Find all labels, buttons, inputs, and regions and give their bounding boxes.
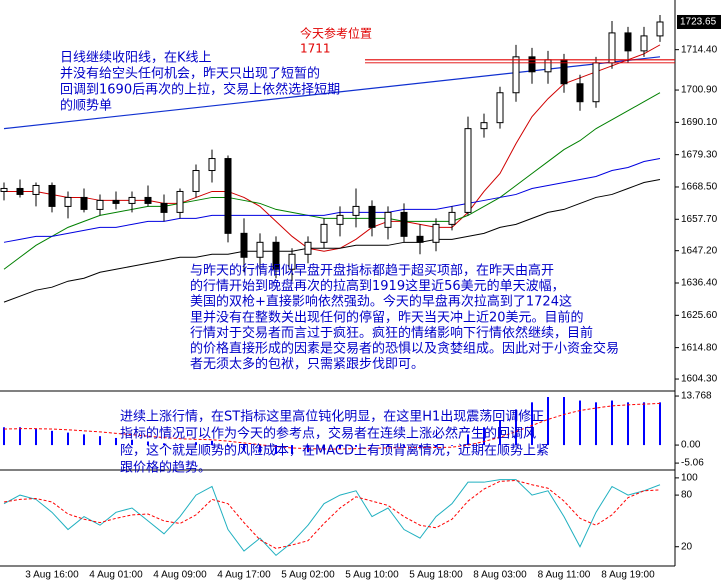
x-tick-label: 5 Aug 10:00 [345, 570, 399, 581]
candle-body [48, 184, 56, 207]
annotation: 的顺势单 [60, 98, 112, 114]
candle-body [608, 32, 616, 64]
candle-body [560, 59, 568, 85]
candle-body [640, 35, 648, 52]
candle-body [320, 223, 328, 243]
candle-body [416, 235, 424, 243]
annotation: 日线继续收阳线，在K线上 [60, 51, 212, 66]
y-tick-label: 1636.40 [681, 278, 718, 289]
signal-line [3, 402, 661, 450]
moving-average [3, 158, 661, 243]
candle-body [208, 158, 216, 172]
candle-body [160, 202, 168, 213]
candle-body [224, 158, 232, 234]
x-tick-label: 3 Aug 16:00 [25, 570, 79, 581]
candle-body [192, 170, 200, 192]
candle-body [384, 211, 392, 228]
candle-body [544, 59, 552, 73]
candle-body [128, 196, 136, 204]
annotation: 行情对于交易者而言过于疯狂。疯狂的情绪影响下行情依然继续，目前 [190, 325, 593, 341]
candle-body [0, 187, 8, 192]
candle-body [496, 92, 504, 124]
candle-body [352, 205, 360, 216]
candle-body [112, 199, 120, 204]
y-tick-label: 20 [681, 541, 693, 552]
candle-body [464, 128, 472, 213]
annotation: 回调到1690后再次的上拉，交易上依然选择短期 [60, 82, 340, 98]
y-tick-label: 1625.60 [681, 310, 718, 321]
current-price-box [677, 14, 721, 29]
x-tick-label: 8 Aug 11:00 [538, 570, 591, 581]
x-tick-label: 8 Aug 03:00 [473, 570, 527, 581]
annotation: 美国的双枪+直接影响依然强劲。今天的早盘再次拉高到了1724这 [190, 294, 572, 310]
candle-body [96, 199, 104, 210]
x-tick-label: 5 Aug 18:00 [409, 570, 463, 581]
annotation: 并没有给空头任何机会，昨天只出现了短暂的 [60, 66, 320, 82]
reference-value: 1711 [300, 42, 331, 56]
candle-body [288, 253, 296, 270]
candle-body [176, 190, 184, 213]
annotation: 的行情开始到晚盘再次的拉高到1919这里近56美元的单天波幅， [190, 278, 565, 294]
x-tick-label: 4 Aug 09:00 [153, 570, 207, 581]
candle-body [480, 122, 488, 130]
y-tick-label: 0.00 [681, 440, 701, 451]
annotation: 者无须太多的包袱，只需紧跟步伐即可。 [190, 356, 424, 372]
y-tick-label: 1614.80 [681, 342, 718, 353]
candle-body [576, 83, 584, 103]
y-tick-label: 1690.10 [681, 117, 718, 128]
y-tick-label: 1647.20 [681, 245, 718, 256]
candle-body [512, 56, 520, 94]
candle-body [400, 211, 408, 237]
candle-body [592, 62, 600, 103]
candle-body [64, 196, 72, 207]
y-tick-label: 1668.50 [681, 182, 718, 193]
y-tick-label: 13.768 [681, 391, 712, 402]
candle-body [256, 241, 264, 258]
y-tick-label: 100 [681, 473, 698, 484]
x-tick-label: 5 Aug 02:00 [281, 570, 335, 581]
annotation: 跟价格的趋势。 [120, 460, 211, 476]
moving-average [3, 92, 661, 270]
annotation: 进续上涨行情，在ST指标这里高位钝化明显，在这里H1出现震荡回调修正 [120, 409, 544, 425]
candle-body [16, 187, 24, 195]
candle-body [528, 56, 536, 73]
candle-body [448, 211, 456, 225]
annotation: 险，这个就是顺势的风险成本，在MACD上有顶背离情况，近期在顺势上紧 [120, 443, 549, 459]
reference-label: 今天参考位置 [300, 26, 372, 41]
y-tick-label: 1679.30 [681, 149, 718, 160]
y-tick-label: 1700.90 [681, 85, 718, 96]
candle-body [368, 205, 376, 228]
candle-body [624, 32, 632, 52]
candle-body [240, 232, 248, 258]
x-tick-label: 8 Aug 19:00 [601, 570, 655, 581]
current-price-label: 1723.65 [680, 17, 717, 28]
candle-body [656, 21, 664, 37]
y-tick-label: 80 [681, 490, 693, 501]
candle-body [272, 241, 280, 270]
oscillator-line [3, 479, 661, 549]
annotation: 里并没有在整数关出现任何的停留，昨天当天冲上近20美元。目前的 [190, 309, 584, 325]
candle-body [80, 196, 88, 210]
candle-body [336, 214, 344, 225]
y-tick-label: 1714.40 [681, 44, 718, 55]
oscillator-line [3, 479, 661, 557]
candle-body [304, 241, 312, 255]
x-tick-label: 4 Aug 01:00 [89, 570, 143, 581]
annotation: 的价格直接形成的因素是交易者的恐惧以及贪婪组成。因此对于小资金交易 [190, 341, 619, 357]
x-tick-label: 4 Aug 17:00 [217, 570, 271, 581]
moving-average [3, 179, 661, 303]
y-tick-label: -5.06 [681, 458, 704, 469]
annotation: 指标的情况可以作为今天的参考点，交易者在连续上涨必然产生的回调风 [120, 426, 536, 442]
annotation: 与昨天的行情相似早盘开盘指标都趋于超买项部，在昨天由高开 [190, 263, 554, 279]
candle-body [32, 184, 40, 195]
y-tick-label: 1604.30 [681, 374, 718, 385]
y-tick-label: 1657.70 [681, 214, 718, 225]
candle-body [432, 223, 440, 243]
candle-body [144, 196, 152, 204]
